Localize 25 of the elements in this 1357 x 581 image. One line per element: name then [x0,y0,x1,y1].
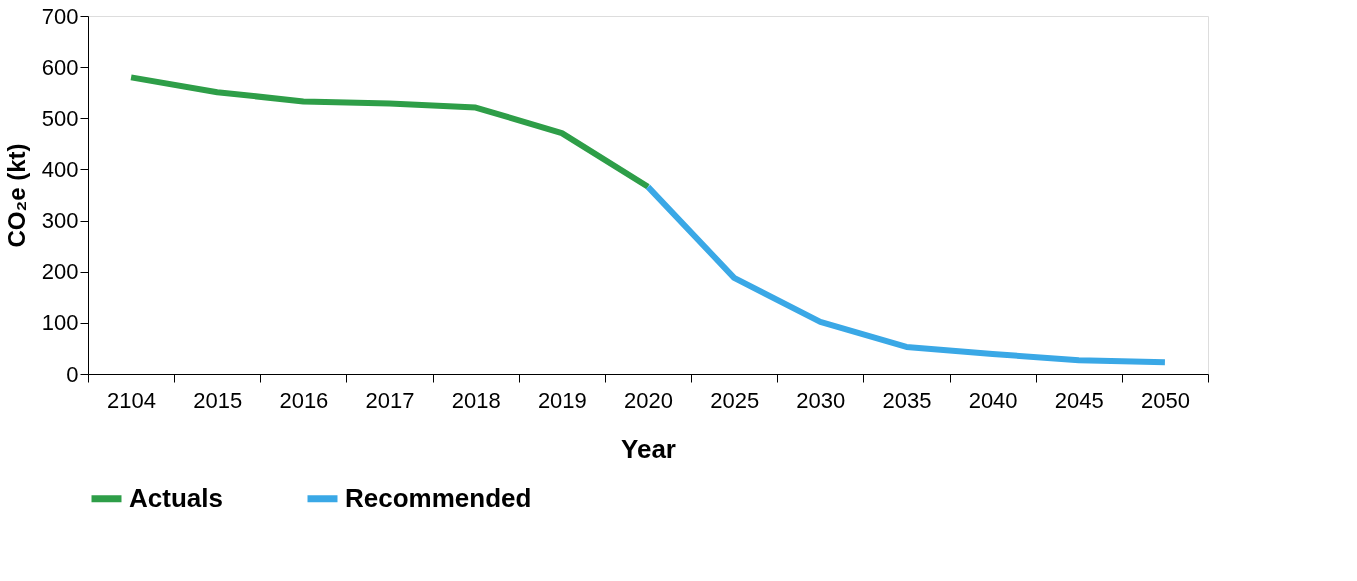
x-tick-label: 2017 [365,387,415,413]
x-tick-label: 2050 [1140,387,1190,413]
x-axis-title: Year [621,433,676,464]
x-tick-label: 2020 [624,387,673,413]
x-tick-label: 2045 [1054,387,1104,413]
y-tick-label: 600 [41,54,79,80]
x-tick-label: 2040 [968,387,1018,413]
x-tick-label: 2019 [537,387,587,413]
legend-label: Actuals [129,482,223,513]
y-tick-label: 0 [66,361,79,387]
x-tick-label: 2018 [451,387,501,413]
y-axis-title: CO₂e (kt) [2,143,30,248]
x-tick-label: 2016 [279,387,329,413]
y-tick-label: 700 [41,3,79,29]
x-tick-label: 2015 [193,387,243,413]
x-tick-label: 2104 [107,387,157,413]
x-tick-label: 2025 [710,387,760,413]
y-tick-label: 400 [41,156,79,182]
x-tick-label: 2030 [796,387,846,413]
x-tick-label: 2035 [882,387,932,413]
y-tick-label: 300 [41,208,79,234]
y-tick-label: 100 [41,310,79,336]
y-tick-label: 200 [41,259,79,285]
legend-label: Recommended [345,482,532,513]
y-tick-label: 500 [41,105,79,131]
